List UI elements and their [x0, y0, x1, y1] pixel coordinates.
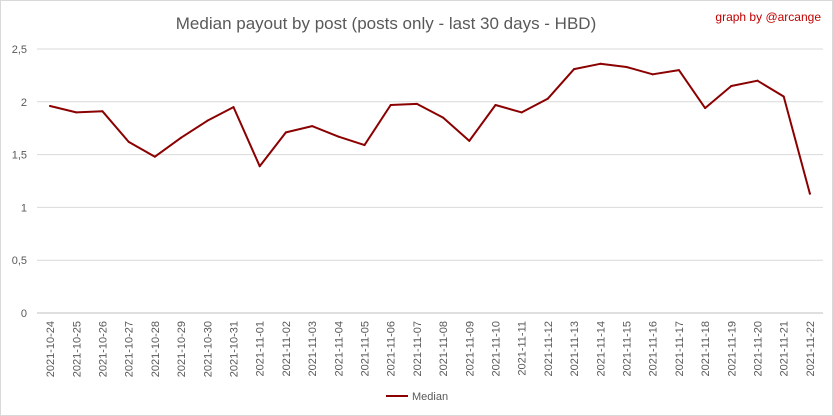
x-tick-label: 2021-10-24 [45, 321, 57, 377]
x-tick-label: 2021-11-17 [674, 321, 686, 376]
data-point [468, 139, 471, 142]
y-tick-label: 1 [21, 202, 27, 214]
x-tick-label: 2021-11-14 [595, 321, 607, 376]
x-tick-label: 2021-11-15 [622, 321, 634, 376]
chart-title: Median payout by post (posts only - last… [176, 14, 596, 33]
data-point [337, 135, 340, 138]
x-tick-label: 2021-11-16 [648, 321, 660, 376]
data-point [730, 84, 733, 87]
data-point [782, 95, 785, 98]
x-tick-label: 2021-10-28 [150, 321, 162, 377]
data-point [75, 111, 78, 114]
data-point [599, 62, 602, 65]
x-tick-label: 2021-11-10 [491, 321, 503, 376]
x-tick-label: 2021-11-03 [307, 321, 319, 376]
x-tick-label: 2021-11-08 [438, 321, 450, 376]
data-point [520, 111, 523, 114]
data-point [311, 125, 314, 128]
y-tick-label: 0 [21, 308, 27, 320]
data-point [494, 103, 497, 106]
x-tick-label: 2021-10-30 [202, 321, 214, 377]
x-tick-label: 2021-11-01 [255, 321, 267, 376]
x-tick-label: 2021-11-18 [700, 321, 712, 376]
data-point [677, 69, 680, 72]
x-tick-label: 2021-10-29 [176, 321, 188, 377]
data-point [625, 65, 628, 68]
x-tick-label: 2021-11-05 [360, 321, 372, 376]
data-point [651, 73, 654, 76]
data-point [756, 79, 759, 82]
data-point [363, 144, 366, 147]
x-tick-label: 2021-11-13 [569, 321, 581, 376]
data-point [153, 155, 156, 158]
x-tick-label: 2021-10-25 [71, 321, 83, 377]
data-point [442, 116, 445, 119]
data-point [127, 140, 130, 143]
x-tick-label: 2021-11-04 [333, 321, 345, 376]
legend-label-median: Median [412, 391, 448, 403]
gridlines [37, 48, 823, 314]
data-point [258, 165, 261, 168]
legend: Median [386, 391, 448, 403]
x-tick-label: 2021-11-06 [386, 321, 398, 376]
x-tick-label: 2021-10-27 [124, 321, 136, 377]
x-tick-label: 2021-11-21 [779, 321, 791, 376]
x-tick-label: 2021-11-22 [805, 321, 817, 376]
data-point [284, 131, 287, 134]
data-point [180, 136, 183, 139]
x-axis-ticks: 2021-10-24 2021-10-25 2021-10-26 2021-10-27… [45, 321, 817, 377]
x-tick-label: 2021-11-02 [281, 321, 293, 376]
series-line-median [49, 62, 811, 195]
x-tick-label: 2021-11-12 [543, 321, 555, 376]
y-axis-ticks: 0 0,5 1 1,5 2 2,5 [12, 44, 27, 320]
chart-credit: graph by @arcange [715, 10, 821, 24]
data-point [704, 107, 707, 110]
x-tick-label: 2021-10-31 [229, 321, 241, 377]
x-tick-label: 2021-10-26 [98, 321, 110, 377]
data-point [808, 192, 811, 195]
y-tick-label: 1,5 [12, 150, 27, 162]
data-point [206, 119, 209, 122]
y-tick-label: 2,5 [12, 44, 27, 56]
y-tick-label: 0,5 [12, 255, 27, 267]
y-tick-label: 2 [21, 97, 27, 109]
data-point [389, 103, 392, 106]
x-tick-label: 2021-11-11 [517, 321, 529, 376]
data-point [101, 110, 104, 113]
data-point [546, 97, 549, 100]
x-tick-label: 2021-11-07 [412, 321, 424, 376]
data-point [232, 106, 235, 109]
x-tick-label: 2021-11-09 [464, 321, 476, 376]
x-tick-label: 2021-11-19 [726, 321, 738, 376]
data-point [49, 105, 52, 108]
data-point [573, 68, 576, 71]
x-tick-label: 2021-11-20 [753, 321, 765, 376]
series-layer [49, 62, 811, 195]
data-point [415, 102, 418, 105]
